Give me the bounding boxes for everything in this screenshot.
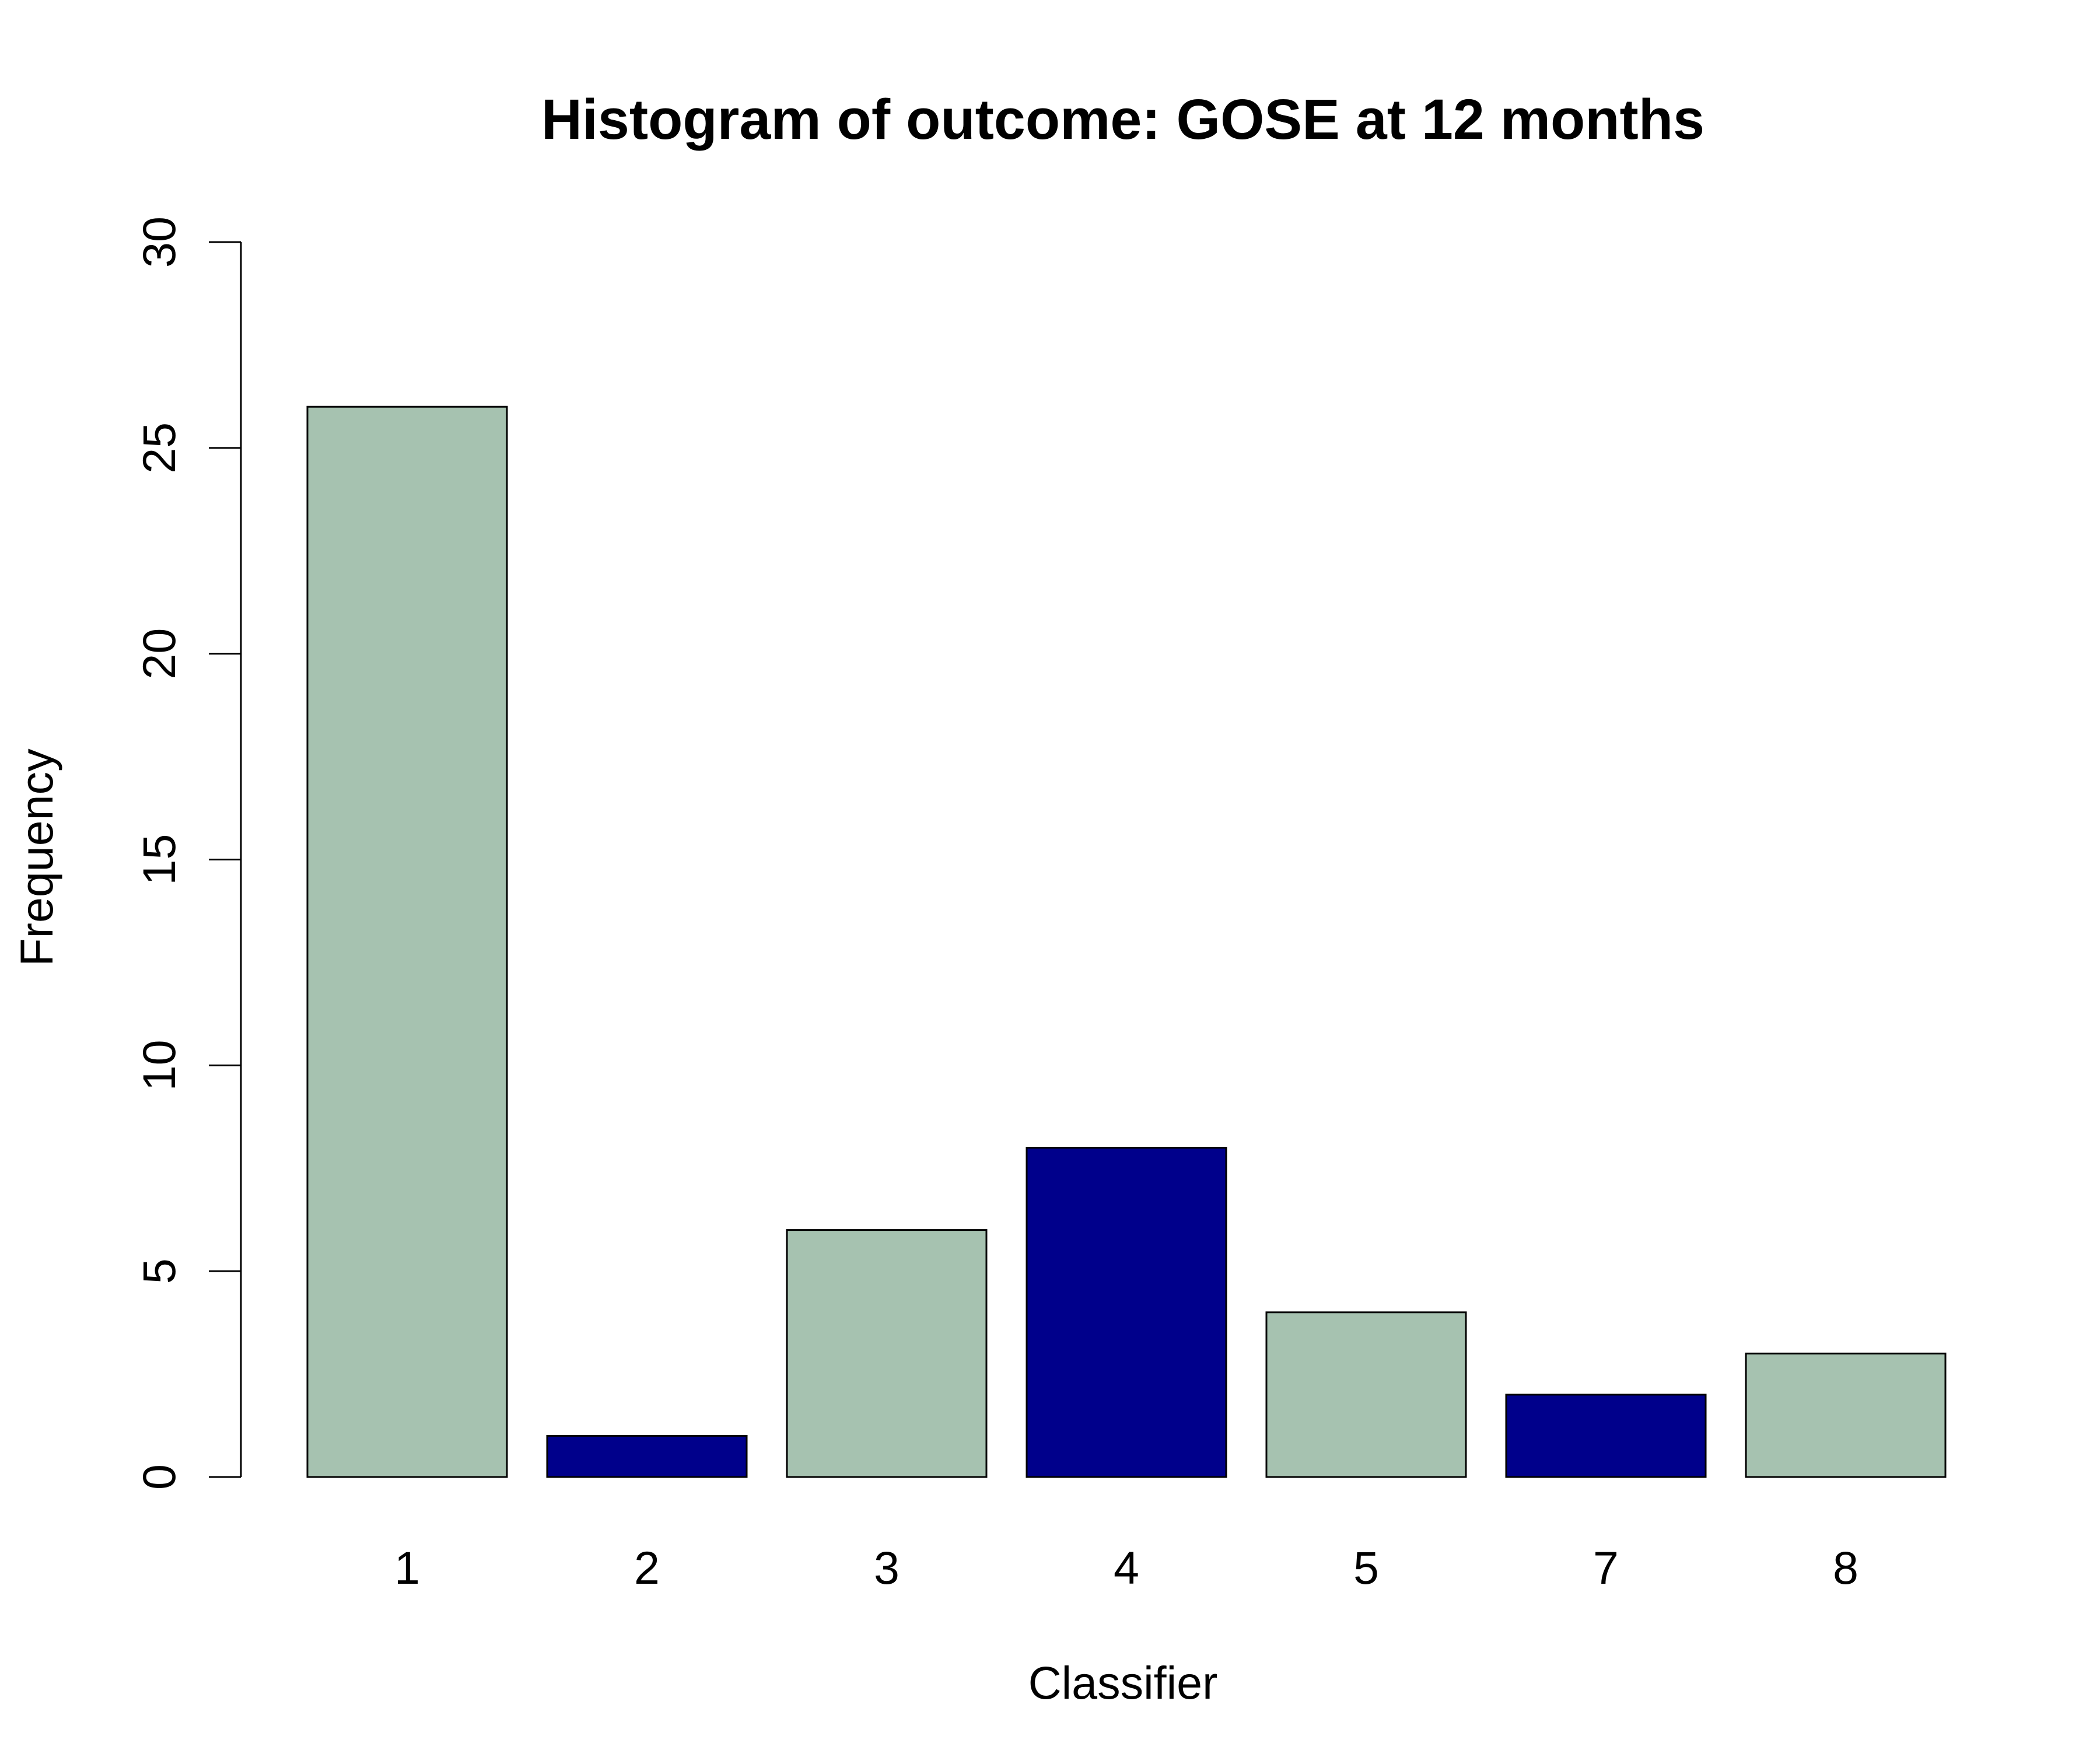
bar-5 xyxy=(1265,1311,1467,1478)
y-axis: 0 5 10 15 20 25 30 xyxy=(133,216,242,1490)
x-tick-label-2: 2 xyxy=(634,1542,660,1594)
x-axis-label: Classifier xyxy=(1028,1657,1218,1709)
x-axis-tick-labels: 1 2 3 4 5 7 8 xyxy=(394,1542,1859,1594)
y-tick-label-30: 30 xyxy=(133,216,185,268)
bar-3 xyxy=(786,1229,988,1478)
bar-7 xyxy=(1505,1394,1707,1478)
bar-2 xyxy=(546,1434,748,1478)
y-tick-label-5: 5 xyxy=(133,1258,185,1284)
bar-8 xyxy=(1745,1352,1947,1478)
x-tick-label-1: 1 xyxy=(394,1542,420,1594)
y-axis-label: Frequency xyxy=(10,748,62,967)
x-tick-label-8: 8 xyxy=(1833,1542,1859,1594)
y-tick-label-15: 15 xyxy=(133,834,185,886)
x-tick-label-4: 4 xyxy=(1114,1542,1139,1594)
y-tick-label-0: 0 xyxy=(133,1464,185,1490)
y-tick-label-25: 25 xyxy=(133,422,185,474)
chart-title: Histogram of outcome: GOSE at 12 months xyxy=(541,88,1704,151)
bar-1 xyxy=(306,405,508,1478)
x-tick-label-3: 3 xyxy=(874,1542,900,1594)
y-tick-label-20: 20 xyxy=(133,628,185,680)
bar-4 xyxy=(1026,1146,1227,1478)
x-tick-label-7: 7 xyxy=(1593,1542,1619,1594)
x-tick-label-5: 5 xyxy=(1353,1542,1379,1594)
bars-group xyxy=(306,405,1947,1478)
y-tick-label-10: 10 xyxy=(133,1040,185,1091)
